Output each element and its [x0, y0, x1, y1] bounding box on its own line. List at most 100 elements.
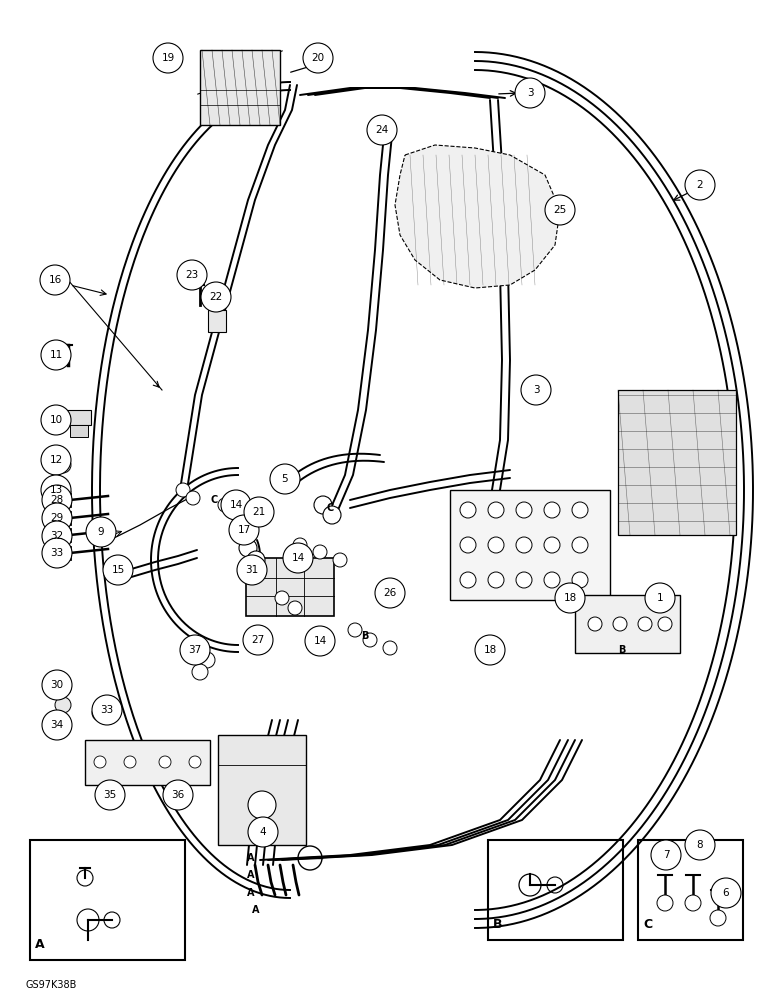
Circle shape [613, 617, 627, 631]
Circle shape [488, 537, 504, 553]
Bar [200, 50, 280, 125]
Text: A: A [252, 905, 259, 915]
Text: C: C [327, 503, 334, 513]
Text: 22: 22 [209, 292, 222, 302]
Circle shape [544, 572, 560, 588]
Circle shape [383, 641, 397, 655]
Text: 1: 1 [657, 593, 663, 603]
Circle shape [40, 265, 70, 295]
Circle shape [555, 583, 585, 613]
Text: 6: 6 [723, 888, 730, 898]
Circle shape [488, 502, 504, 518]
Text: 35: 35 [103, 790, 117, 800]
Bar [66, 410, 91, 425]
Circle shape [124, 756, 136, 768]
Circle shape [288, 601, 302, 615]
Circle shape [248, 791, 276, 819]
Circle shape [367, 115, 397, 145]
Text: 13: 13 [49, 485, 63, 495]
Circle shape [588, 617, 602, 631]
Bar [208, 310, 226, 332]
Circle shape [488, 572, 504, 588]
Circle shape [201, 282, 231, 312]
Polygon shape [395, 145, 560, 288]
Text: 27: 27 [252, 635, 265, 645]
Circle shape [42, 485, 72, 515]
Text: 29: 29 [50, 513, 63, 523]
Circle shape [103, 555, 133, 585]
Circle shape [41, 475, 71, 505]
Circle shape [651, 840, 681, 870]
Circle shape [55, 680, 71, 696]
Circle shape [41, 340, 71, 370]
Circle shape [86, 517, 116, 547]
Bar [638, 840, 743, 940]
Circle shape [163, 780, 193, 810]
Text: 33: 33 [50, 548, 63, 558]
Circle shape [515, 78, 545, 108]
Circle shape [348, 623, 362, 637]
Circle shape [92, 695, 122, 725]
Circle shape [199, 652, 215, 668]
Circle shape [283, 543, 313, 573]
Circle shape [657, 895, 673, 911]
Circle shape [375, 578, 405, 608]
Bar [488, 840, 623, 940]
Text: 26: 26 [384, 588, 397, 598]
Text: A: A [35, 938, 45, 951]
Text: 14: 14 [291, 553, 305, 563]
Circle shape [42, 710, 72, 740]
Text: B: B [493, 918, 503, 931]
Circle shape [638, 617, 652, 631]
Text: 33: 33 [100, 705, 113, 715]
Text: GS97K38B: GS97K38B [25, 980, 76, 990]
Circle shape [313, 545, 327, 559]
Circle shape [176, 483, 190, 497]
Text: 9: 9 [98, 527, 104, 537]
Circle shape [258, 508, 272, 522]
Text: 20: 20 [311, 53, 324, 63]
Circle shape [192, 664, 208, 680]
Text: 14: 14 [229, 500, 242, 510]
Circle shape [521, 375, 551, 405]
Text: 30: 30 [50, 680, 63, 690]
Text: 18: 18 [483, 645, 496, 655]
Circle shape [42, 521, 72, 551]
Circle shape [475, 635, 505, 665]
Circle shape [218, 498, 232, 512]
Text: 19: 19 [161, 53, 174, 63]
Circle shape [55, 697, 71, 713]
Circle shape [516, 537, 532, 553]
Bar [246, 558, 334, 616]
Circle shape [42, 538, 72, 568]
Circle shape [186, 491, 200, 505]
Circle shape [95, 780, 125, 810]
Circle shape [41, 445, 71, 475]
Text: 3: 3 [527, 88, 533, 98]
Circle shape [333, 553, 347, 567]
Bar [85, 740, 210, 785]
Circle shape [658, 617, 672, 631]
Text: 23: 23 [185, 270, 198, 280]
Circle shape [229, 515, 259, 545]
Text: A: A [247, 853, 255, 863]
Text: 8: 8 [696, 840, 703, 850]
Circle shape [323, 506, 341, 524]
Circle shape [460, 502, 476, 518]
Circle shape [545, 195, 575, 225]
Circle shape [239, 539, 257, 557]
Text: A: A [247, 870, 255, 880]
Text: 4: 4 [259, 827, 266, 837]
Circle shape [92, 705, 108, 721]
Text: 7: 7 [662, 850, 669, 860]
Text: 3: 3 [533, 385, 540, 395]
Bar [30, 840, 185, 960]
Circle shape [293, 538, 307, 552]
Circle shape [305, 626, 335, 656]
Text: 37: 37 [188, 645, 201, 655]
Circle shape [42, 503, 72, 533]
Text: 15: 15 [111, 565, 124, 575]
Text: 24: 24 [375, 125, 388, 135]
Text: A: A [247, 888, 255, 898]
Circle shape [685, 895, 701, 911]
